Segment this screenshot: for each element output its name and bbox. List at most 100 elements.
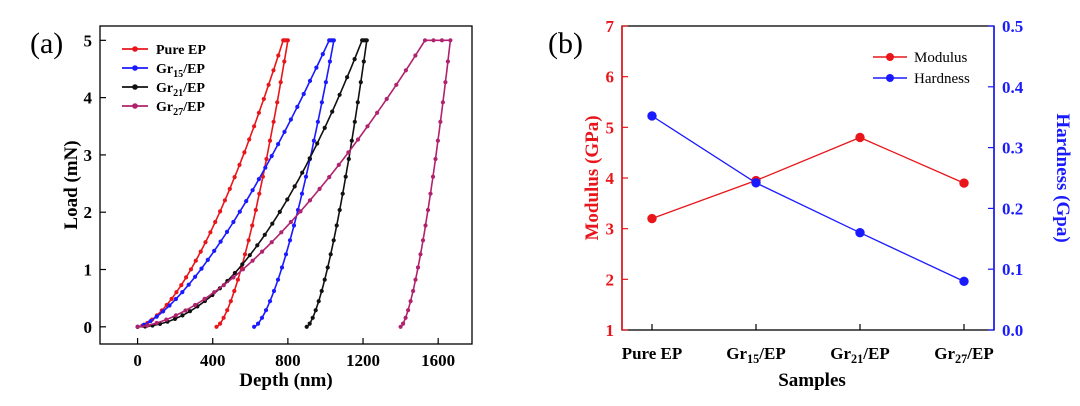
panel-b-left-tick-label: 5 <box>606 118 615 137</box>
panel-a-y-tick-label: 5 <box>84 31 93 50</box>
panel-a-data-point <box>317 186 322 191</box>
panel-a-data-point <box>403 315 408 320</box>
panel-a-data-point <box>346 150 351 155</box>
panel-a-y-axis-title: Load (mN) <box>61 140 82 229</box>
panel-a-data-point <box>365 124 370 129</box>
panel-b-series-line <box>651 115 965 282</box>
panel-a-data-point <box>394 82 399 87</box>
panel-a-data-point <box>279 230 284 235</box>
panel-a-data-point <box>430 174 436 179</box>
panel-a-data-point <box>406 308 411 313</box>
panel-a-data-point <box>361 59 366 64</box>
panel-a-data-point <box>420 238 426 243</box>
panel-a-data-point <box>187 309 193 314</box>
panel-a-x-tick-label: 1200 <box>346 351 380 370</box>
panel-a-data-point <box>247 137 252 142</box>
panel-a-data-point <box>439 38 444 43</box>
panel-a-data-point <box>252 124 257 129</box>
panel-a-data-point <box>440 100 445 105</box>
panel-a-data-point <box>331 38 336 43</box>
panel-a-data-point <box>218 321 223 326</box>
panel-b-left-tick-label: 3 <box>606 220 615 239</box>
panel-a-data-point <box>322 277 327 282</box>
legend-swatch-marker <box>132 65 138 71</box>
panel-a-data-point <box>275 277 281 282</box>
legend-label: Pure EP <box>156 43 206 58</box>
panel-a-data-point <box>154 320 159 326</box>
panel-a-data-point <box>319 288 324 294</box>
panel-a-data-point <box>180 313 185 318</box>
panel-a-data-point <box>232 288 237 294</box>
panel-b-right-axis-title: Hardness (Gpa) <box>1052 113 1073 242</box>
panel-a-data-point <box>203 240 208 245</box>
panel-b-right-tick-label: 0.3 <box>1002 139 1023 158</box>
legend-swatch-marker <box>132 84 138 90</box>
panel-a-data-point <box>271 288 277 294</box>
panel-a-data-point <box>275 100 280 105</box>
panel-a-data-point <box>260 249 265 254</box>
panel-a-data-point <box>218 239 223 244</box>
panel-a-data-point <box>413 53 418 58</box>
panel-a-data-point <box>327 59 332 64</box>
panel-a-data-point <box>304 324 309 329</box>
panel-a-data-point <box>307 198 313 203</box>
panel-a-data-point <box>307 78 313 83</box>
panel-b: (b) 1 2 3 4 5 6 7 0.0 0.1 0.2 0.3 0.4 0.5 Pure EP Gr15… <box>548 17 1073 391</box>
panel-a-data-point <box>278 80 283 85</box>
panel-a-y-tick-label: 3 <box>84 146 93 165</box>
panel-a-data-point <box>235 277 240 282</box>
panel-b-data-point <box>855 132 865 143</box>
panel-a-data-point <box>173 313 178 318</box>
panel-a-data-point <box>364 38 369 43</box>
panel-a-data-point <box>184 275 189 280</box>
panel-b-x-tick-label: Gr15/EP <box>726 344 785 366</box>
panel-b-right-tick-label: 0.1 <box>1002 260 1023 279</box>
panel-a-frame <box>99 25 473 345</box>
panel-a-data-point <box>322 125 327 130</box>
legend-swatch-marker <box>886 74 894 82</box>
legend-label: Modulus <box>914 50 968 66</box>
panel-a-data-point <box>345 75 350 80</box>
panel-a-data-point <box>193 302 198 308</box>
panel-a-data-point <box>225 308 230 313</box>
panel-a-data-point <box>247 253 252 258</box>
panel-a-data-point <box>316 299 321 304</box>
panel-a-data-point <box>282 59 287 64</box>
panel-a-data-point <box>261 96 266 102</box>
panel-a-data-point <box>237 209 242 214</box>
panel-a-y-tick-label: 1 <box>84 261 93 280</box>
panel-a-data-point <box>445 59 450 64</box>
panel-a-data-point <box>435 138 440 143</box>
panel-a-data-point <box>346 156 351 162</box>
panel-a-data-point <box>145 323 150 328</box>
panel-a-data-point <box>398 324 403 329</box>
panel-a-data-point <box>167 303 172 308</box>
panel-a-data-point <box>240 267 246 272</box>
panel-a-data-point <box>352 57 357 62</box>
panel-a-data-point <box>401 321 406 326</box>
panel-a-data-point <box>260 174 265 179</box>
panel-b-left-tick-label: 6 <box>606 68 615 87</box>
panel-a-data-point <box>279 265 285 270</box>
panel-a-data-point <box>271 68 276 73</box>
panel-a-data-point <box>263 308 269 313</box>
panel-a-data-point <box>431 38 436 43</box>
panel-a-data-point <box>173 296 178 302</box>
panel-a-data-point <box>355 100 360 105</box>
panel-a-x-axis-title: Depth (nm) <box>239 370 332 391</box>
panel-a-data-point <box>231 219 236 225</box>
panel-a-data-point <box>148 319 153 324</box>
panel-a-data-point <box>242 150 247 155</box>
panel-b-data-point <box>647 213 657 224</box>
panel-a-data-point <box>327 175 332 180</box>
panel-a-data-point <box>411 288 416 294</box>
panel-b-left-tick-label: 4 <box>606 169 615 188</box>
panel-a-x-tick-label: 0 <box>133 351 142 370</box>
panel-a-data-point <box>224 229 230 234</box>
panel-a-data-point <box>425 207 431 213</box>
panel-a-data-point <box>277 209 282 214</box>
panel-a-data-point <box>262 232 267 237</box>
panel-a-data-point <box>443 80 448 85</box>
panel-b-right-tick-label: 0.5 <box>1002 17 1023 36</box>
